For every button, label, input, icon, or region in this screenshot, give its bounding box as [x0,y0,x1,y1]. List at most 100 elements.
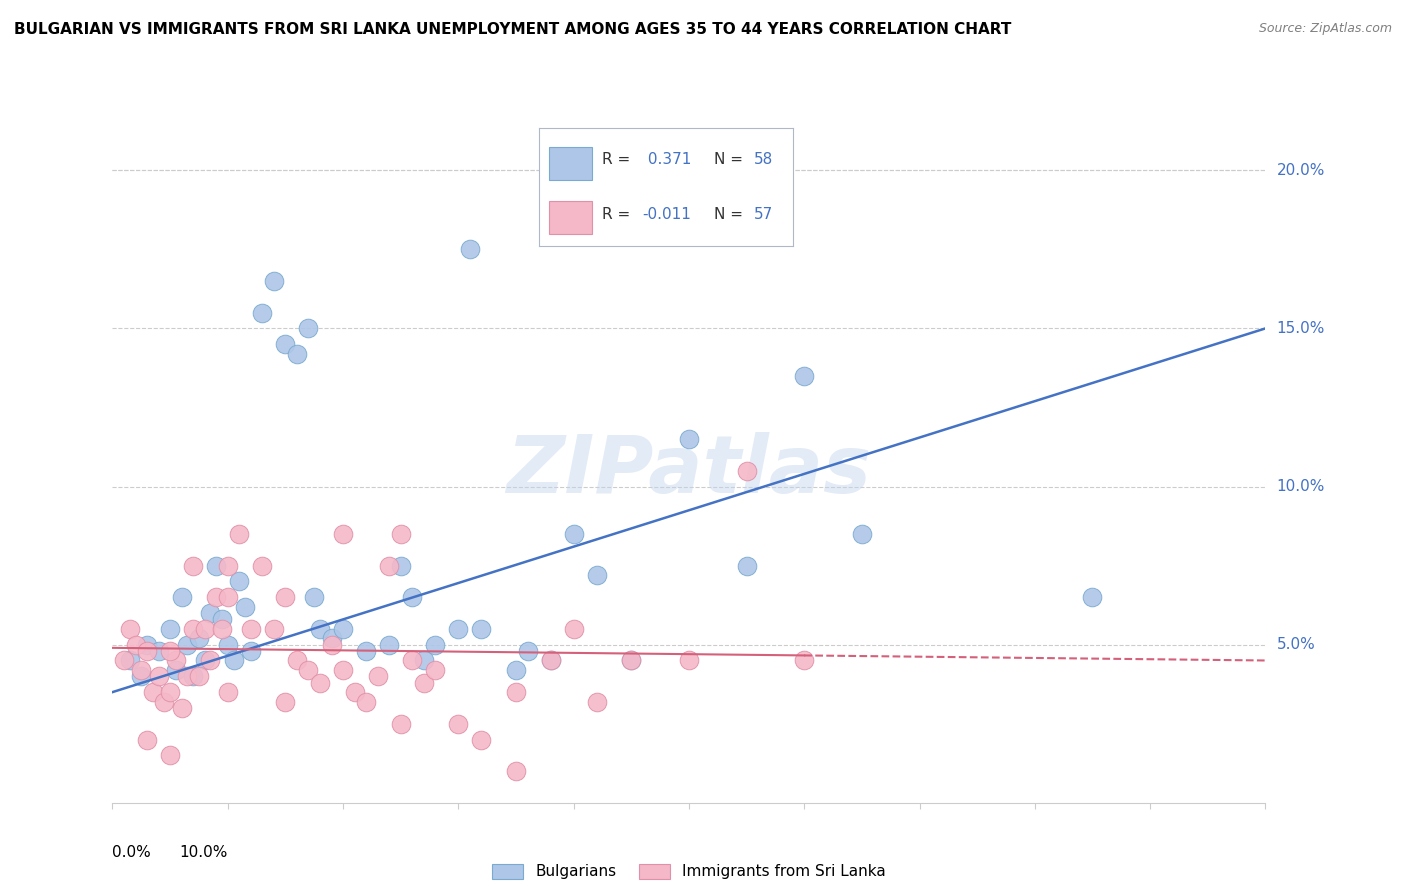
Point [170,591,193,605]
Point [793,653,815,667]
Point [136,644,159,658]
Point [412,675,434,690]
Point [252,558,274,573]
Point [176,638,198,652]
Point [470,622,492,636]
Point [233,599,256,614]
Text: 5.0%: 5.0% [1277,637,1315,652]
Point [252,305,274,319]
Point [678,653,700,667]
Text: 58: 58 [754,153,773,168]
Point [678,432,700,446]
Point [153,695,176,709]
Point [148,669,170,683]
Point [620,653,643,667]
Point [332,622,354,636]
Point [447,716,470,731]
Point [309,675,332,690]
Point [309,622,332,636]
Bar [550,147,592,180]
Point [505,685,527,699]
Point [378,638,401,652]
Point [129,669,153,683]
Point [562,527,585,541]
Point [412,653,434,667]
Point [735,464,758,478]
Point [585,568,607,582]
Point [458,243,481,257]
Text: 15.0%: 15.0% [1277,321,1324,336]
Text: 20.0%: 20.0% [1277,163,1324,178]
Point [285,347,308,361]
Text: 0.0%: 0.0% [112,845,152,860]
Point [793,368,815,383]
Point [332,663,354,677]
Point [274,591,297,605]
Point [129,663,153,677]
Point [297,321,319,335]
Point [321,632,343,646]
Point [354,644,377,658]
Point [170,701,193,715]
Point [188,669,211,683]
Point [470,732,492,747]
Point [228,527,250,541]
Point [217,638,239,652]
Point [620,653,643,667]
Point [274,337,297,351]
Point [389,558,412,573]
Point [425,663,447,677]
Point [332,527,354,541]
Point [425,638,447,652]
Point [274,695,297,709]
Point [239,622,262,636]
Text: N =: N = [714,153,748,168]
Point [194,622,217,636]
Text: Source: ZipAtlas.com: Source: ZipAtlas.com [1258,22,1392,36]
Point [505,663,527,677]
Point [165,663,187,677]
Point [297,663,319,677]
Point [176,669,198,683]
Point [159,622,181,636]
Point [447,622,470,636]
Point [354,695,377,709]
Text: 10.0%: 10.0% [1277,479,1324,494]
Point [401,653,423,667]
Point [222,653,245,667]
Point [211,612,233,626]
Point [142,685,165,699]
Point [367,669,389,683]
Point [263,274,285,288]
Point [159,748,181,763]
Point [118,653,141,667]
Text: BULGARIAN VS IMMIGRANTS FROM SRI LANKA UNEMPLOYMENT AMONG AGES 35 TO 44 YEARS CO: BULGARIAN VS IMMIGRANTS FROM SRI LANKA U… [14,22,1011,37]
Text: 10.0%: 10.0% [180,845,228,860]
Point [1081,591,1104,605]
Text: -0.011: -0.011 [643,207,692,222]
Point [343,685,366,699]
Point [228,574,250,589]
Point [217,558,239,573]
Point [540,653,562,667]
Point [217,685,239,699]
Point [516,644,538,658]
Text: R =: R = [602,153,636,168]
Point [188,632,211,646]
Text: R =: R = [602,207,636,222]
Point [401,591,423,605]
Point [181,558,204,573]
Point [585,695,607,709]
Point [205,558,228,573]
Point [389,527,412,541]
Text: ZIPatlas: ZIPatlas [506,432,872,509]
Point [118,622,141,636]
Point [263,622,285,636]
Point [124,638,146,652]
Point [194,653,217,667]
Point [165,653,187,667]
Point [304,591,326,605]
Point [505,764,527,779]
Point [217,591,239,605]
Point [181,669,204,683]
